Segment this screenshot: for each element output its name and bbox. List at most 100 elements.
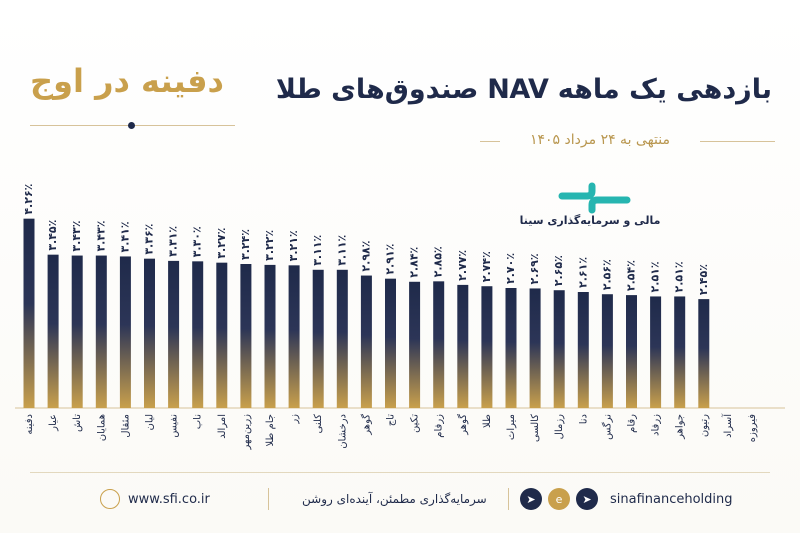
category-label: لیان xyxy=(145,414,156,430)
data-label: ۲.۸۴٪ xyxy=(408,247,421,278)
subtitle-rule-left xyxy=(480,141,500,142)
bar xyxy=(577,292,589,408)
tagline-dot xyxy=(128,122,135,129)
data-label: ۲.۷۴٪ xyxy=(480,251,493,282)
data-label: ۳.۴۵٪ xyxy=(46,220,59,251)
category-label: تاش xyxy=(72,414,83,432)
category-label: درخشان xyxy=(337,414,348,449)
data-label: ۳.۲۲٪ xyxy=(263,230,276,261)
bar xyxy=(23,218,35,408)
bar xyxy=(457,284,469,408)
category-label: زر xyxy=(289,414,300,425)
sina-logo-icon xyxy=(558,182,631,214)
bar xyxy=(433,281,445,408)
bar xyxy=(601,294,613,408)
data-label: ۳.۳۱٪ xyxy=(167,226,180,257)
returns-bar-chart: ۴.۲۶٪ دفینه ۳.۴۵٪ عیار ۳.۴۳٪ تاش ۳.۴۳٪ همایان ۳.… xyxy=(15,184,785,451)
category-label: زرفاد xyxy=(651,414,662,436)
bar xyxy=(505,288,517,408)
category-label: جواهر xyxy=(675,414,686,440)
data-label: ۳.۳۰٪ xyxy=(191,226,204,257)
eitaa-icon[interactable]: e xyxy=(548,488,570,510)
category-label: کالسی xyxy=(530,414,541,442)
data-label: ۳.۲۴٪ xyxy=(239,229,252,260)
bar xyxy=(385,278,396,408)
data-label: ۳.۲۱٪ xyxy=(287,230,300,261)
bar xyxy=(71,255,83,408)
footer-separator xyxy=(508,488,509,510)
data-label: ۳.۴۱٪ xyxy=(118,221,131,252)
data-label: ۳.۴۳٪ xyxy=(94,221,107,252)
category-label: تکین xyxy=(410,414,421,433)
bar xyxy=(674,296,686,408)
category-label: زرین‌مهر xyxy=(241,414,252,451)
footer-slogan: سرمایه‌گذاری مطمئن، آینده‌ای روشن xyxy=(302,492,487,506)
category-label: جام طلا xyxy=(265,414,276,447)
bar xyxy=(95,255,107,408)
category-label: رقام xyxy=(627,414,638,433)
category-label: کلنی xyxy=(313,414,324,434)
social-handle[interactable]: sinafinanceholding xyxy=(610,491,733,507)
data-label: ۲.۵۱٪ xyxy=(673,261,686,292)
bar xyxy=(698,299,710,408)
category-label: دنا xyxy=(578,414,589,424)
globe-icon xyxy=(100,489,120,509)
bar xyxy=(168,260,180,408)
category-label: مثقال xyxy=(120,414,131,438)
subtitle: منتهی به ۲۴ مرداد ۱۴۰۵ xyxy=(530,132,670,148)
category-label: طلا xyxy=(482,414,493,428)
footer-website[interactable]: www.sfi.co.ir xyxy=(100,484,210,514)
telegram-icon[interactable]: ➤ xyxy=(576,488,598,510)
data-label: ۲.۷۰٪ xyxy=(504,253,517,284)
data-label: ۲.۶۱٪ xyxy=(576,257,589,288)
bar xyxy=(626,295,637,408)
category-label: نرگس xyxy=(601,414,613,440)
brand-name: مالی و سرمایه‌گذاری سینا xyxy=(519,214,661,227)
category-label: فیروزه xyxy=(747,414,758,442)
category-label: گوهر xyxy=(457,414,469,436)
footer-divider xyxy=(30,472,770,473)
bar xyxy=(216,262,228,408)
data-label: ۳.۱۱٪ xyxy=(311,235,324,266)
telegram-icon[interactable]: ➤ xyxy=(520,488,542,510)
bar xyxy=(47,254,59,408)
category-label: عیار xyxy=(48,414,59,432)
data-label: ۲.۸۵٪ xyxy=(432,246,445,277)
category-label: امرالد xyxy=(217,414,228,439)
category-label: همایان xyxy=(96,414,107,441)
data-label: ۲.۵۱٪ xyxy=(649,261,662,292)
bar xyxy=(192,261,204,408)
bar xyxy=(529,288,541,408)
category-label: گوهر xyxy=(360,414,372,436)
category-label: نفیس xyxy=(169,414,180,438)
data-label: ۳.۳۶٪ xyxy=(143,224,156,255)
bar xyxy=(409,281,421,408)
bar xyxy=(119,256,131,408)
category-label: ناب xyxy=(193,414,204,429)
data-label: ۲.۹۱٪ xyxy=(384,244,397,275)
bar xyxy=(481,286,493,408)
website-link[interactable]: www.sfi.co.ir xyxy=(128,491,210,507)
footer-social: ➤ e ➤ sinafinanceholding xyxy=(520,484,733,514)
subtitle-rule-right xyxy=(700,141,775,142)
category-label: تاج xyxy=(386,414,397,427)
category-label: رتیون xyxy=(699,414,710,437)
bar xyxy=(264,264,276,408)
category-label: زرفام xyxy=(434,414,445,438)
bar xyxy=(650,296,662,408)
data-label: ۲.۵۴٪ xyxy=(625,260,638,291)
category-label: آسراد xyxy=(721,413,734,438)
data-label: ۲.۶۹٪ xyxy=(528,253,541,284)
data-label: ۳.۱۱٪ xyxy=(335,235,348,266)
bar xyxy=(360,275,372,408)
category-label: میراث xyxy=(506,414,517,440)
data-label: ۲.۶۵٪ xyxy=(552,255,565,286)
category-label: رزمال xyxy=(554,414,565,439)
data-label: ۲.۵۶٪ xyxy=(600,259,613,290)
footer-separator xyxy=(268,488,269,510)
bar xyxy=(312,269,324,408)
data-label: ۲.۴۵٪ xyxy=(697,264,710,295)
data-label: ۲.۷۷٪ xyxy=(456,250,469,281)
bar xyxy=(144,258,155,408)
